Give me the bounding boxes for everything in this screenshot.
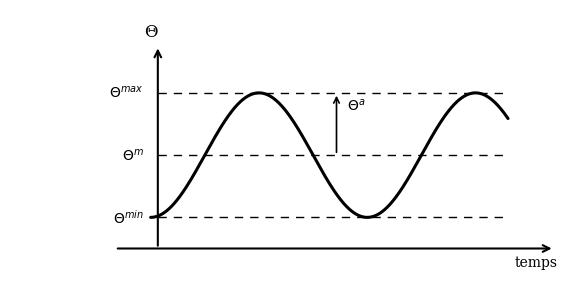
- Text: Θ: Θ: [144, 24, 157, 41]
- Text: $\Theta^{a}$: $\Theta^{a}$: [347, 97, 365, 113]
- Text: $\Theta^{min}$: $\Theta^{min}$: [113, 208, 144, 226]
- Text: $\Theta^{m}$: $\Theta^{m}$: [122, 147, 144, 163]
- Text: temps: temps: [515, 256, 558, 270]
- Text: $\Theta^{max}$: $\Theta^{max}$: [109, 85, 144, 101]
